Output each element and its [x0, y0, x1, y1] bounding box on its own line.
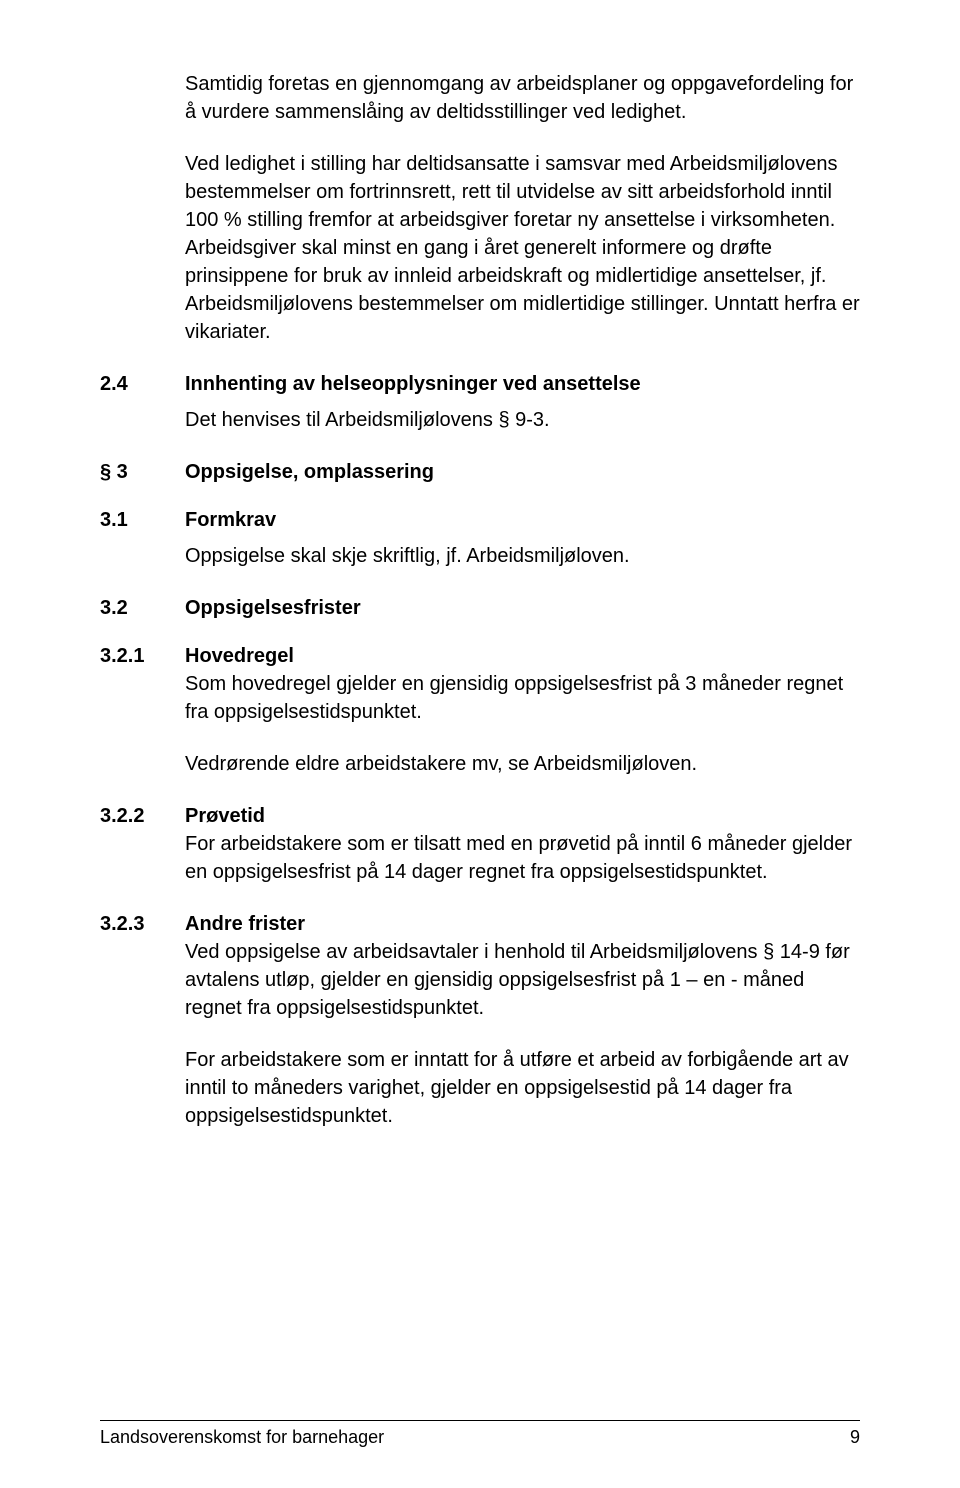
- footer-page-number: 9: [850, 1427, 860, 1448]
- section-3-1-text: Oppsigelse skal skje skriftlig, jf. Arbe…: [185, 542, 860, 570]
- section-2-4-header: 2.4 Innhenting av helseopplysninger ved …: [100, 370, 860, 398]
- section-3-2-1-title: Hovedregel: [185, 642, 294, 670]
- section-3-2-3-header: 3.2.3 Andre frister: [100, 910, 860, 938]
- section-3-1-num: 3.1: [100, 506, 185, 534]
- page-footer: Landsoverenskomst for barnehager 9: [100, 1420, 860, 1448]
- section-3-2-2-header: 3.2.2 Prøvetid: [100, 802, 860, 830]
- intro-para-1: Samtidig foretas en gjennomgang av arbei…: [185, 70, 860, 126]
- section-3-2-num: 3.2: [100, 594, 185, 622]
- section-3-2-3-body: Ved oppsigelse av arbeidsavtaler i henho…: [185, 938, 860, 1130]
- intro-para-2: Ved ledighet i stilling har deltidsansat…: [185, 150, 860, 346]
- document-content: Samtidig foretas en gjennomgang av arbei…: [100, 70, 860, 1130]
- section-3-header: § 3 Oppsigelse, omplassering: [100, 458, 860, 486]
- section-3-2-1-num: 3.2.1: [100, 642, 185, 670]
- section-3-1-title: Formkrav: [185, 506, 276, 534]
- section-3-title: Oppsigelse, omplassering: [185, 458, 434, 486]
- section-3-2-3-text2: For arbeidstakere som er inntatt for å u…: [185, 1046, 860, 1130]
- section-3-2-1-text2: Vedrørende eldre arbeidstakere mv, se Ar…: [185, 750, 860, 778]
- section-3-2-title: Oppsigelsesfrister: [185, 594, 361, 622]
- section-3-2-1-body: Som hovedregel gjelder en gjensidig opps…: [185, 670, 860, 778]
- section-3-2-1-header: 3.2.1 Hovedregel: [100, 642, 860, 670]
- section-3-num: § 3: [100, 458, 185, 486]
- section-3-2-2-text: For arbeidstakere som er tilsatt med en …: [185, 830, 860, 886]
- section-3-1-body: Oppsigelse skal skje skriftlig, jf. Arbe…: [185, 542, 860, 570]
- section-2-4-text: Det henvises til Arbeidsmiljølovens § 9-…: [185, 406, 860, 434]
- section-3-2-3-num: 3.2.3: [100, 910, 185, 938]
- intro-block: Samtidig foretas en gjennomgang av arbei…: [185, 70, 860, 346]
- section-3-2-3-text1: Ved oppsigelse av arbeidsavtaler i henho…: [185, 938, 860, 1022]
- section-3-2-2-num: 3.2.2: [100, 802, 185, 830]
- section-3-2-2-body: For arbeidstakere som er tilsatt med en …: [185, 830, 860, 886]
- section-2-4-title: Innhenting av helseopplysninger ved anse…: [185, 370, 641, 398]
- section-3-2-3-title: Andre frister: [185, 910, 305, 938]
- section-3-2-header: 3.2 Oppsigelsesfrister: [100, 594, 860, 622]
- section-2-4-num: 2.4: [100, 370, 185, 398]
- section-3-2-2-title: Prøvetid: [185, 802, 265, 830]
- footer-left: Landsoverenskomst for barnehager: [100, 1427, 384, 1448]
- section-3-1-header: 3.1 Formkrav: [100, 506, 860, 534]
- section-3-2-1-text1: Som hovedregel gjelder en gjensidig opps…: [185, 670, 860, 726]
- section-2-4-body: Det henvises til Arbeidsmiljølovens § 9-…: [185, 406, 860, 434]
